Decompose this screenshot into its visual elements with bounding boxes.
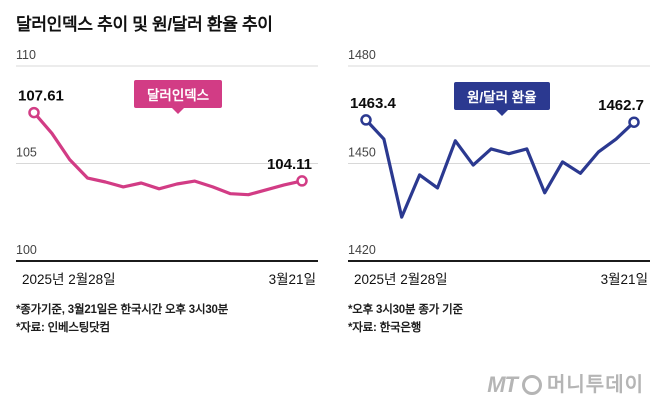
- data-point-marker: [360, 114, 372, 126]
- figure-title: 달러인덱스 추이 및 원/달러 환율 추이: [16, 15, 273, 34]
- footnote: *오후 3시30분 종가 기준: [348, 304, 463, 316]
- end-value-label: 104.11: [267, 156, 312, 173]
- x-tick-label-end: 3월21일: [269, 272, 316, 287]
- usd-krw-chart-panel: 1480 1450 1420 2025년 2월28일 3월21일 1463.4 1462.7…: [348, 36, 650, 338]
- footnote: *종가기준, 3월21일은 한국시간 오후 3시30분: [16, 304, 229, 316]
- x-tick-label-start: 2025년 2월28일: [354, 272, 448, 287]
- usd-krw-line-chart: 1480 1450 1420 2025년 2월28일 3월21일 1463.4 1462.7: [348, 48, 650, 287]
- end-value-label: 1462.7: [598, 97, 644, 114]
- dollar-index-line-chart: 110 105 100 2025년 2월28일 3월21일 107.61 104.11: [16, 48, 318, 287]
- series-badge-usd-krw: 원/달러 환율: [454, 82, 550, 110]
- footnote: *자료: 한국은행: [348, 322, 422, 335]
- footnotes-right: *오후 3시30분 종가 기준 *자료: 한국은행: [348, 301, 650, 338]
- series-badge-dollar-index: 달러인덱스: [134, 80, 223, 108]
- start-value-label: 107.61: [18, 88, 64, 105]
- publisher-logo-name: 머니투데이: [547, 374, 644, 396]
- start-value-label: 1463.4: [350, 95, 397, 112]
- data-point-marker: [628, 116, 640, 128]
- footnote: *자료: 인베스팅닷컴: [16, 322, 110, 335]
- series-line: [32, 110, 304, 197]
- y-tick-label: 105: [16, 146, 37, 160]
- y-tick-label: 1450: [348, 146, 376, 160]
- dollar-index-chart-panel: 110 105 100 2025년 2월28일 3월21일 107.61 104.11 달러…: [16, 36, 318, 338]
- publisher-logo-mark-icon: [522, 375, 542, 395]
- y-tick-label: 1420: [348, 243, 376, 257]
- y-tick-label: 110: [16, 48, 36, 62]
- publisher-logo: MT 머니투데이: [487, 374, 644, 396]
- series-line: [364, 118, 636, 219]
- x-tick-label-end: 3월21일: [601, 272, 648, 287]
- publisher-logo-mt: MT: [487, 372, 518, 397]
- data-point-marker: [28, 106, 40, 119]
- y-tick-label: 1480: [348, 48, 376, 62]
- y-tick-label: 100: [16, 243, 37, 257]
- data-point-marker: [296, 175, 308, 187]
- footnotes-left: *종가기준, 3월21일은 한국시간 오후 3시30분 *자료: 인베스팅닷컴: [16, 301, 318, 338]
- x-tick-label-start: 2025년 2월28일: [22, 272, 116, 287]
